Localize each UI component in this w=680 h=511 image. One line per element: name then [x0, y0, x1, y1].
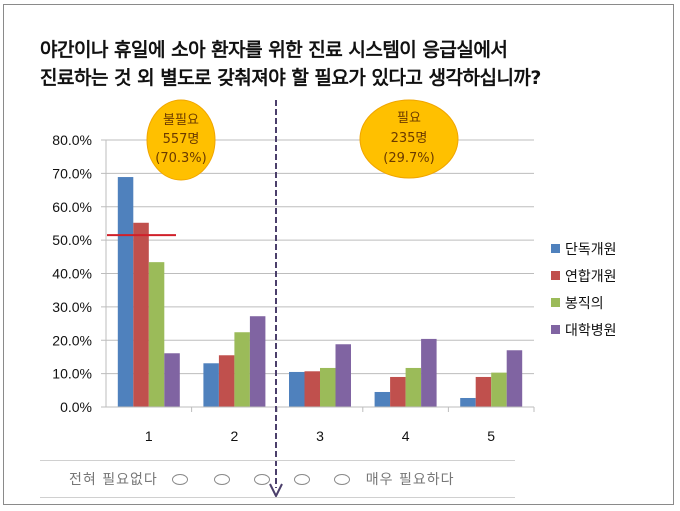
y-tick-label: 0.0%	[60, 399, 92, 415]
radio-option-3[interactable]	[253, 473, 270, 485]
scale-left-label: 전혀 필요없다	[69, 472, 158, 488]
bar-연합개원-4	[390, 376, 406, 407]
slide-frame	[3, 4, 674, 505]
legend-swatch	[551, 298, 560, 307]
bar-단독개원-5	[460, 397, 476, 407]
divider-arrow	[269, 100, 283, 499]
bar-단독개원-1	[117, 177, 134, 407]
bars	[117, 177, 523, 407]
chart-title: 야간이나 휴일에 소아 환자를 위한 진료 시스템이 응급실에서 진료하는 것 …	[40, 36, 660, 92]
legend-item: 봉직의	[551, 289, 617, 316]
bar-대학병원-5	[506, 350, 523, 407]
bar-봉직의-5	[491, 372, 507, 407]
legend-swatch	[551, 244, 560, 253]
callout-ellipse	[359, 99, 459, 179]
x-axis	[101, 140, 535, 412]
callout-necessary: 필요 235명 (29.7%)	[359, 99, 459, 179]
y-tick-label: 60.0%	[52, 199, 92, 215]
legend-item: 단독개원	[551, 235, 617, 262]
likert-scale: 전혀 필요없다 매우 필요하다	[40, 460, 515, 498]
radio-option-4[interactable]	[293, 473, 310, 485]
bar-대학병원-1	[164, 353, 180, 407]
y-tick-label: 20.0%	[52, 332, 92, 348]
x-tick-label: 3	[316, 428, 324, 444]
legend-label: 단독개원	[565, 241, 617, 258]
legend-item: 연합개원	[551, 262, 617, 289]
y-tick-label: 80.0%	[52, 132, 92, 148]
legend-label: 연합개원	[565, 268, 617, 285]
bar-대학병원-2	[249, 316, 266, 407]
y-tick-label: 50.0%	[52, 232, 92, 248]
y-axis-ticks: 0.0% 10.0% 20.0% 30.0% 40.0% 50.0% 60.0% 70.0% 8…	[52, 132, 92, 415]
legend: 단독개원 연합개원 봉직의 대학병원	[551, 235, 617, 343]
legend-item: 대학병원	[551, 316, 617, 343]
callout-line-3: (29.7%)	[383, 151, 434, 166]
bar-연합개원-3	[304, 371, 320, 407]
callout-ellipse	[146, 99, 216, 181]
bar-단독개원-4	[374, 391, 391, 407]
callout-line-2: 235명	[391, 131, 428, 146]
y-tick-label: 40.0%	[52, 266, 92, 282]
bar-봉직의-3	[320, 367, 336, 407]
bar-봉직의-1	[148, 262, 165, 407]
callout-line-3: (70.3%)	[155, 151, 206, 166]
bar-연합개원-5	[475, 376, 492, 407]
bar-단독개원-3	[289, 371, 305, 407]
y-tick-label: 10.0%	[52, 366, 92, 382]
callout-line-2: 557명	[163, 132, 200, 147]
bar-대학병원-3	[335, 344, 351, 407]
radio-option-5[interactable]	[333, 473, 350, 485]
radio-option-1[interactable]	[171, 473, 188, 485]
x-axis-ticks: 1 2 3 4 5	[145, 428, 495, 444]
arrow-down-icon	[269, 483, 283, 499]
bar-단독개원-2	[203, 363, 219, 407]
radio-option-2[interactable]	[213, 473, 230, 485]
legend-label: 대학병원	[565, 322, 617, 339]
y-tick-label: 70.0%	[52, 165, 92, 181]
callout-line-1: 필요	[397, 111, 421, 126]
scale-right-label: 매우 필요하다	[365, 472, 455, 488]
callout-unnecessary: 불필요 557명 (70.3%)	[146, 99, 216, 181]
title-line-2: 진료하는 것 외 별도로 갖춰져야 할 필요가 있다고 생각하십니까?	[40, 67, 541, 89]
x-tick-label: 1	[145, 428, 153, 444]
legend-swatch	[551, 325, 560, 334]
bar-봉직의-2	[234, 332, 250, 407]
y-tick-label: 30.0%	[52, 299, 92, 315]
bar-연합개원-1	[133, 222, 149, 407]
callout-line-1: 불필요	[163, 113, 199, 128]
x-tick-label: 2	[231, 428, 239, 444]
bar-봉직의-4	[405, 367, 422, 407]
bar-대학병원-4	[421, 338, 437, 407]
legend-label: 봉직의	[565, 295, 604, 312]
bar-연합개원-2	[218, 355, 235, 407]
legend-swatch	[551, 271, 560, 280]
x-tick-label: 5	[487, 428, 495, 444]
x-tick-label: 4	[402, 428, 410, 444]
title-line-1: 야간이나 휴일에 소아 환자를 위한 진료 시스템이 응급실에서	[40, 39, 508, 61]
